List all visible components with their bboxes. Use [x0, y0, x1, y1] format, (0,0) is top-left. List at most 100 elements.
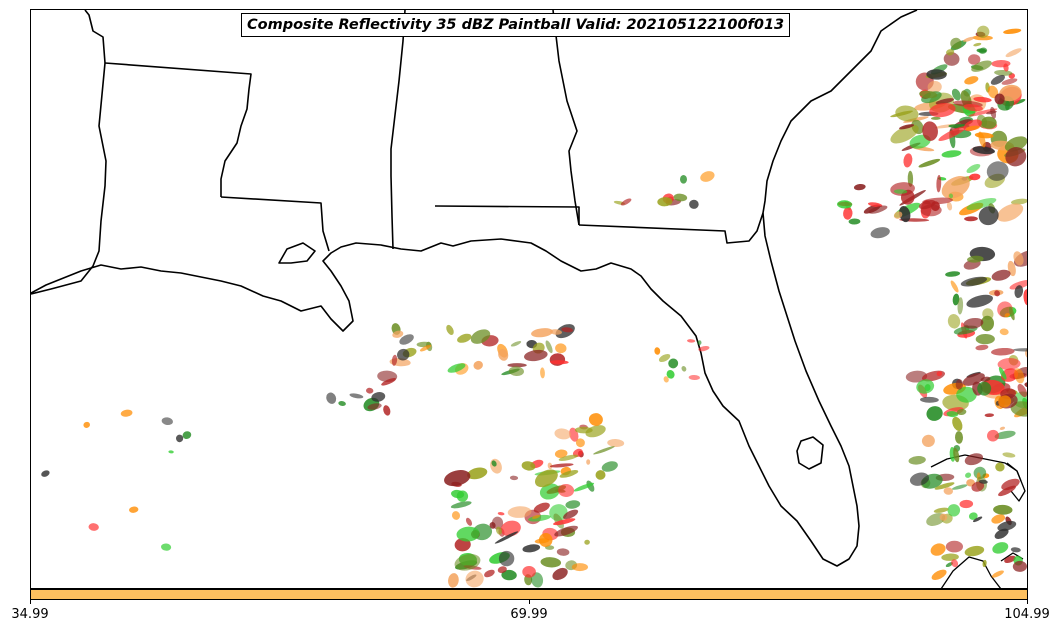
reflectivity-blob: [920, 396, 939, 403]
reflectivity-blob: [522, 565, 536, 578]
reflectivity-blob: [964, 216, 978, 222]
reflectivity-blob: [947, 314, 961, 329]
reflectivity-blob: [484, 569, 495, 578]
reflectivity-blob: [585, 425, 606, 438]
reflectivity-blob: [853, 183, 866, 191]
reflectivity-blob: [950, 37, 962, 50]
reflectivity-blob: [903, 153, 913, 168]
reflectivity-blob: [975, 344, 989, 351]
reflectivity-blob: [947, 504, 961, 517]
reflectivity-blob: [1010, 547, 1021, 553]
state-boundary-ar-ms: [104, 62, 252, 197]
reflectivity-blob: [941, 553, 959, 561]
reflectivity-blob: [945, 271, 961, 277]
reflectivity-blob: [470, 329, 491, 344]
reflectivity-blob: [383, 405, 391, 416]
island-south: [940, 556, 1002, 588]
reflectivity-blob: [998, 395, 1012, 408]
reflectivity-blob: [991, 514, 1006, 524]
reflectivity-blob: [41, 470, 50, 477]
reflectivity-blob: [930, 543, 946, 556]
reflectivity-blob: [929, 102, 956, 118]
reflectivity-blob: [895, 105, 919, 122]
reflectivity-blob: [998, 367, 1007, 380]
reflectivity-blob: [968, 512, 978, 520]
reflectivity-blob: [549, 353, 566, 366]
reflectivity-blob: [994, 528, 1009, 540]
reflectivity-blob: [129, 506, 139, 513]
reflectivity-blob: [966, 197, 997, 211]
reflectivity-blob: [868, 205, 888, 214]
reflectivity-blob: [936, 371, 943, 377]
reflectivity-blob: [971, 60, 992, 72]
reflectivity-blob: [367, 403, 382, 410]
lake-pontchartrain: [278, 242, 316, 264]
reflectivity-blob: [563, 509, 579, 520]
reflectivity-blob: [1023, 289, 1027, 306]
reflectivity-blob: [987, 85, 999, 99]
reflectivity-blob: [391, 354, 398, 366]
reflectivity-blob: [494, 531, 519, 544]
reflectivity-blob: [977, 381, 992, 396]
reflectivity-blob: [446, 324, 454, 335]
reflectivity-blob: [981, 116, 997, 129]
reflectivity-blob: [497, 512, 505, 516]
reflectivity-blob: [926, 406, 943, 421]
reflectivity-blob: [905, 370, 928, 383]
reflectivity-blob: [848, 218, 861, 225]
coastline-southeast: [31, 10, 918, 567]
reflectivity-blob: [552, 567, 568, 581]
reflectivity-blob: [968, 54, 981, 65]
reflectivity-blob: [1014, 285, 1024, 299]
reflectivity-blob: [985, 110, 997, 115]
reflectivity-blob: [952, 293, 960, 306]
reflectivity-blob: [689, 199, 699, 209]
reflectivity-blob: [980, 315, 995, 332]
reflectivity-blob: [549, 329, 562, 335]
reflectivity-blob: [392, 330, 404, 338]
reflectivity-blob: [950, 280, 959, 293]
reflectivity-blob: [448, 573, 459, 588]
reflectivity-blob: [951, 559, 959, 568]
reflectivity-blob: [120, 409, 133, 417]
reflectivity-blob: [366, 387, 374, 394]
reflectivity-blob: [890, 124, 919, 144]
state-boundary-ga-fl: [578, 212, 764, 244]
reflectivity-blob: [555, 343, 567, 354]
reflectivity-blob: [926, 69, 947, 80]
reflectivity-blob: [920, 204, 942, 217]
reflectivity-blob: [991, 347, 1015, 356]
reflectivity-blob: [899, 206, 911, 223]
reflectivity-blob: [1001, 78, 1018, 85]
reflectivity-blob: [938, 126, 967, 142]
reflectivity-blob: [963, 36, 975, 42]
reflectivity-blob: [964, 545, 985, 557]
reflectivity-blob: [456, 526, 480, 542]
reflectivity-blob: [1017, 383, 1027, 398]
reflectivity-blob: [454, 553, 481, 571]
reflectivity-blob: [573, 482, 595, 492]
reflectivity-blob: [976, 48, 987, 53]
reflectivity-blob: [982, 559, 987, 568]
reflectivity-blob: [538, 533, 553, 547]
reflectivity-blob: [571, 563, 589, 572]
reflectivity-blob: [1010, 198, 1027, 205]
reflectivity-blob: [997, 520, 1017, 532]
reflectivity-blob: [956, 408, 967, 416]
map-panel: [30, 9, 1028, 589]
reflectivity-blob: [899, 124, 915, 130]
reflectivity-blob: [687, 339, 696, 343]
reflectivity-blob: [978, 479, 988, 484]
colorbar-tick: [529, 600, 530, 604]
reflectivity-blob: [554, 525, 578, 537]
reflectivity-blob: [999, 328, 1009, 336]
reflectivity-blob: [533, 502, 550, 513]
state-boundary-al-ga: [552, 10, 580, 226]
reflectivity-blob: [658, 353, 671, 363]
reflectivity-blob: [957, 297, 964, 315]
reflectivity-blob: [922, 197, 953, 205]
reflectivity-blob: [951, 484, 968, 490]
reflectivity-blob: [501, 569, 517, 581]
reflectivity-blob: [498, 349, 509, 361]
reflectivity-blob: [990, 74, 1005, 85]
